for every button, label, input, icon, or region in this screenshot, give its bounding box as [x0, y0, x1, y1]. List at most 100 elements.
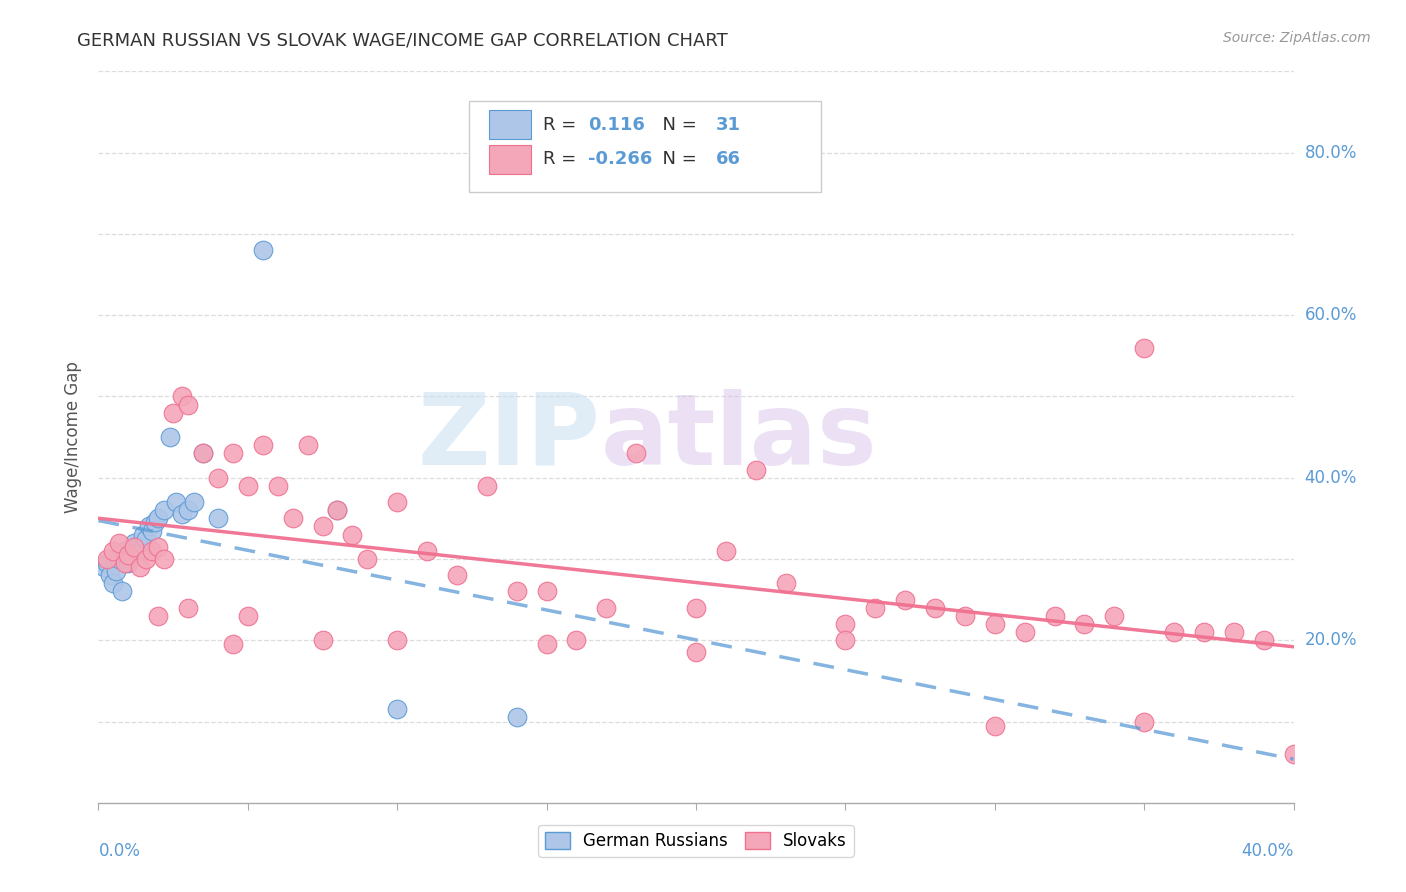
Text: 80.0%: 80.0% — [1305, 144, 1357, 161]
Point — [117, 556, 139, 570]
Point — [135, 552, 157, 566]
Point — [103, 544, 125, 558]
Legend: German Russians, Slovaks: German Russians, Slovaks — [538, 825, 853, 856]
Point — [222, 637, 245, 651]
Point — [1043, 608, 1066, 623]
Point — [108, 552, 131, 566]
Point — [177, 503, 200, 517]
Point — [1133, 341, 1156, 355]
Point — [416, 544, 439, 558]
Point — [1223, 625, 1246, 640]
Point — [626, 446, 648, 460]
Text: Source: ZipAtlas.com: Source: ZipAtlas.com — [1223, 31, 1371, 45]
Point — [96, 556, 118, 570]
Point — [124, 540, 146, 554]
Text: 66: 66 — [716, 150, 741, 168]
Point — [834, 633, 856, 648]
Point — [172, 508, 194, 522]
Point — [297, 438, 319, 452]
Point — [1282, 747, 1305, 761]
Point — [111, 584, 134, 599]
Point — [120, 548, 142, 562]
Point — [153, 552, 176, 566]
Point — [745, 462, 768, 476]
Point — [252, 438, 274, 452]
Point — [267, 479, 290, 493]
Point — [356, 552, 378, 566]
Point — [105, 564, 128, 578]
Bar — [489, 110, 531, 139]
Text: N =: N = — [651, 150, 702, 168]
Point — [177, 398, 200, 412]
Bar — [489, 145, 531, 174]
Point — [191, 446, 214, 460]
Point — [183, 495, 205, 509]
Point — [1163, 625, 1185, 640]
Point — [385, 702, 409, 716]
Point — [685, 600, 707, 615]
Point — [132, 527, 155, 541]
Point — [595, 600, 617, 615]
Point — [385, 633, 409, 648]
Point — [103, 576, 125, 591]
Point — [148, 511, 170, 525]
Point — [1192, 625, 1215, 640]
Text: atlas: atlas — [600, 389, 877, 485]
Point — [446, 568, 468, 582]
Point — [129, 560, 152, 574]
Text: 40.0%: 40.0% — [1305, 468, 1357, 487]
FancyBboxPatch shape — [470, 101, 821, 192]
Point — [953, 608, 976, 623]
Point — [714, 544, 737, 558]
Point — [281, 511, 304, 525]
Point — [117, 548, 139, 562]
Point — [138, 519, 160, 533]
Point — [385, 495, 409, 509]
Point — [148, 608, 170, 623]
Point — [141, 524, 163, 538]
Point — [108, 535, 131, 549]
Point — [127, 540, 149, 554]
Point — [162, 406, 184, 420]
Text: 31: 31 — [716, 116, 741, 134]
Point — [865, 600, 887, 615]
Point — [1133, 714, 1156, 729]
Y-axis label: Wage/Income Gap: Wage/Income Gap — [65, 361, 83, 513]
Point — [143, 516, 166, 530]
Point — [1014, 625, 1036, 640]
Point — [1073, 617, 1095, 632]
Point — [159, 430, 181, 444]
Point — [1104, 608, 1126, 623]
Point — [165, 495, 187, 509]
Point — [177, 600, 200, 615]
Point — [326, 503, 349, 517]
Point — [222, 446, 245, 460]
Point — [141, 544, 163, 558]
Point — [207, 471, 229, 485]
Point — [114, 544, 136, 558]
Point — [1253, 633, 1275, 648]
Point — [148, 540, 170, 554]
Point — [96, 552, 118, 566]
Text: N =: N = — [651, 116, 702, 134]
Text: 0.0%: 0.0% — [98, 842, 141, 860]
Point — [775, 576, 797, 591]
Text: 60.0%: 60.0% — [1305, 306, 1357, 324]
Point — [565, 633, 588, 648]
Point — [114, 556, 136, 570]
Point — [172, 389, 194, 403]
Text: R =: R = — [543, 150, 582, 168]
Text: -0.266: -0.266 — [589, 150, 652, 168]
Point — [924, 600, 946, 615]
Point — [342, 527, 364, 541]
Point — [135, 532, 157, 546]
Point — [984, 617, 1007, 632]
Point — [153, 503, 176, 517]
Point — [475, 479, 498, 493]
Text: GERMAN RUSSIAN VS SLOVAK WAGE/INCOME GAP CORRELATION CHART: GERMAN RUSSIAN VS SLOVAK WAGE/INCOME GAP… — [77, 31, 728, 49]
Text: 20.0%: 20.0% — [1305, 632, 1357, 649]
Point — [536, 637, 558, 651]
Point — [536, 584, 558, 599]
Point — [326, 503, 349, 517]
Point — [894, 592, 917, 607]
